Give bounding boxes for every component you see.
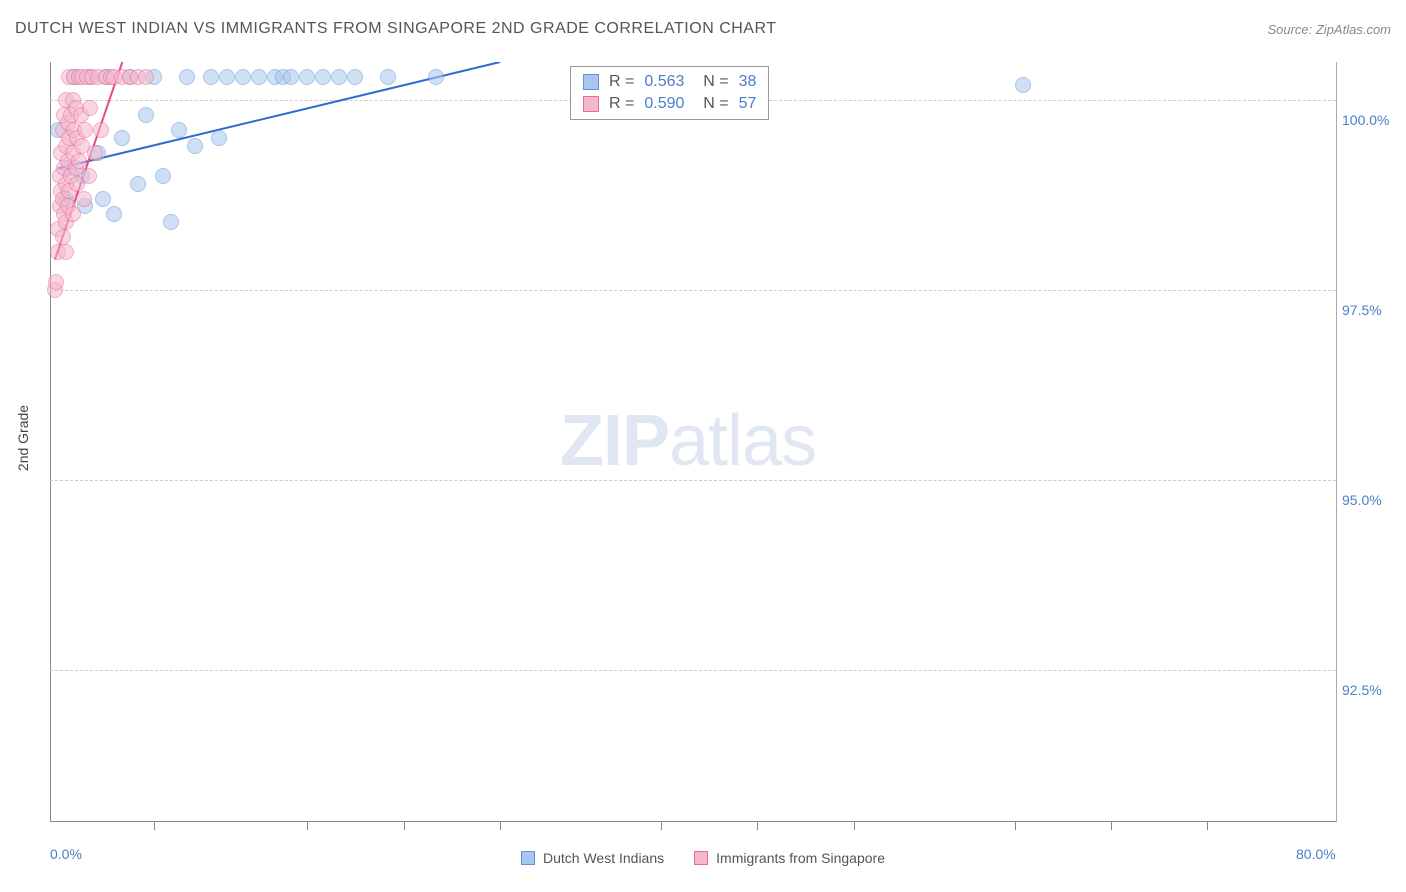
legend-r-label: R = xyxy=(609,95,634,113)
legend-r-label: R = xyxy=(609,73,634,91)
scatter-point xyxy=(76,191,92,207)
scatter-point xyxy=(58,244,74,260)
grid-line xyxy=(50,290,1336,291)
legend-row: R = 0.563 N = 38 xyxy=(583,71,756,93)
scatter-point xyxy=(1015,77,1031,93)
scatter-point xyxy=(130,176,146,192)
x-tick-mark xyxy=(1111,822,1112,830)
legend-r-value: 0.590 xyxy=(644,95,684,113)
legend-swatch xyxy=(694,851,708,865)
bottom-legend-item: Immigrants from Singapore xyxy=(694,850,885,866)
scatter-point xyxy=(380,69,396,85)
x-tick-mark xyxy=(1015,822,1016,830)
scatter-point xyxy=(219,69,235,85)
x-tick-mark xyxy=(1207,822,1208,830)
scatter-point xyxy=(428,69,444,85)
legend-swatch xyxy=(583,96,599,112)
title-bar: DUTCH WEST INDIAN VS IMMIGRANTS FROM SIN… xyxy=(15,20,1391,38)
chart-title: DUTCH WEST INDIAN VS IMMIGRANTS FROM SIN… xyxy=(15,20,777,38)
series-legend: Dutch West Indians Immigrants from Singap… xyxy=(0,850,1406,866)
scatter-point xyxy=(187,138,203,154)
legend-label: Dutch West Indians xyxy=(543,850,664,866)
scatter-point xyxy=(81,168,97,184)
x-tick-mark xyxy=(854,822,855,830)
grid-line xyxy=(50,480,1336,481)
plot-area xyxy=(50,62,1336,822)
scatter-point xyxy=(211,130,227,146)
scatter-point xyxy=(65,206,81,222)
legend-n-label: N = xyxy=(694,73,728,91)
scatter-point xyxy=(171,122,187,138)
plot-right-border xyxy=(1336,62,1337,822)
x-tick-mark xyxy=(404,822,405,830)
legend-row: R = 0.590 N = 57 xyxy=(583,93,756,115)
legend-n-value: 38 xyxy=(739,73,757,91)
y-axis-label: 2nd Grade xyxy=(15,405,31,471)
legend-label: Immigrants from Singapore xyxy=(716,850,885,866)
x-tick-mark xyxy=(307,822,308,830)
x-tick-mark xyxy=(661,822,662,830)
scatter-point xyxy=(55,229,71,245)
y-tick-label: 95.0% xyxy=(1342,492,1382,508)
scatter-point xyxy=(235,69,251,85)
x-tick-mark xyxy=(757,822,758,830)
scatter-point xyxy=(71,153,87,169)
scatter-point xyxy=(155,168,171,184)
y-tick-label: 97.5% xyxy=(1342,302,1382,318)
scatter-point xyxy=(95,191,111,207)
x-tick-mark xyxy=(500,822,501,830)
legend-r-value: 0.563 xyxy=(644,73,684,91)
legend-n-label: N = xyxy=(694,95,728,113)
legend-swatch xyxy=(583,74,599,90)
grid-line xyxy=(50,670,1336,671)
legend-swatch xyxy=(521,851,535,865)
scatter-point xyxy=(179,69,195,85)
correlation-legend: R = 0.563 N = 38R = 0.590 N = 57 xyxy=(570,66,769,120)
x-tick-mark xyxy=(154,822,155,830)
scatter-point xyxy=(82,100,98,116)
y-tick-label: 100.0% xyxy=(1342,112,1389,128)
legend-n-value: 57 xyxy=(739,95,757,113)
source-label: Source: ZipAtlas.com xyxy=(1267,22,1391,37)
scatter-point xyxy=(163,214,179,230)
scatter-point xyxy=(203,69,219,85)
y-tick-label: 92.5% xyxy=(1342,682,1382,698)
bottom-legend-item: Dutch West Indians xyxy=(521,850,664,866)
